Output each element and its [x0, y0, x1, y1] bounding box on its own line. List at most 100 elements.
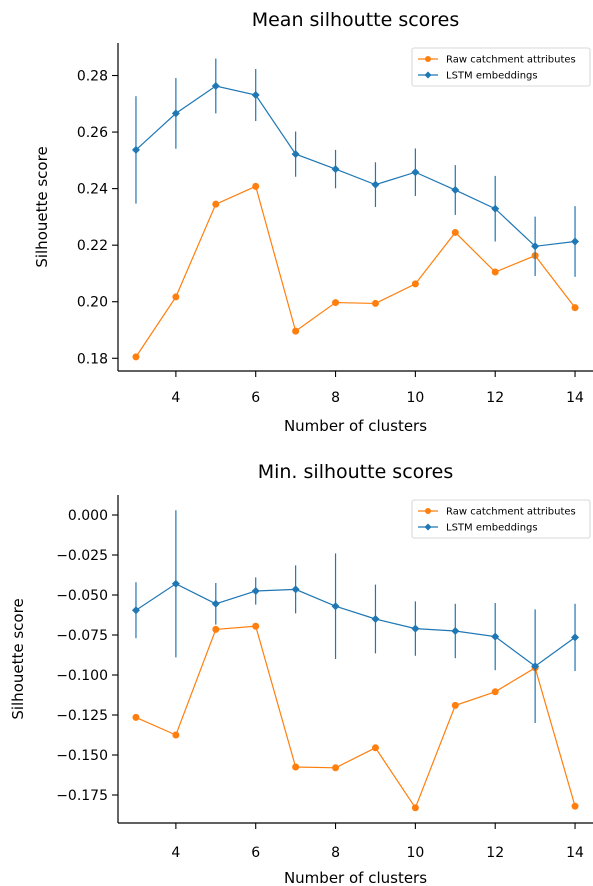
data-point — [451, 701, 459, 709]
data-point — [571, 802, 579, 810]
y-tick-label: −0.025 — [56, 548, 108, 564]
legend-box — [411, 499, 591, 539]
data-point — [172, 731, 180, 739]
x-tick-label: 6 — [251, 845, 260, 861]
y-tick-label: 0.20 — [77, 295, 108, 311]
data-point — [331, 165, 340, 174]
data-point — [491, 268, 499, 276]
data-point — [411, 624, 420, 633]
data-point — [491, 688, 499, 696]
series-lstm-embeddings — [131, 510, 580, 723]
x-tick-label: 4 — [171, 390, 180, 406]
y-tick-label: −0.125 — [56, 708, 108, 724]
data-point — [531, 662, 540, 671]
data-point — [211, 81, 220, 90]
series-raw-catchment-attributes — [132, 622, 579, 812]
legend: Raw catchment attributes LSTM embeddings — [411, 47, 591, 87]
series-line — [135, 185, 576, 358]
data-point — [411, 804, 419, 812]
y-tick-label: 0.26 — [77, 125, 108, 141]
legend-label: LSTM embeddings — [446, 71, 538, 82]
legend-marker — [424, 523, 432, 531]
data-point — [331, 602, 340, 611]
data-point — [211, 599, 220, 608]
legend-marker — [425, 508, 431, 514]
data-point — [571, 633, 580, 642]
data-point — [131, 145, 140, 154]
data-point — [292, 763, 300, 771]
data-point — [291, 585, 300, 594]
data-point — [171, 109, 180, 118]
y-axis-label: Silhouette score — [33, 146, 51, 267]
data-point — [332, 764, 340, 772]
x-tick-label: 12 — [486, 845, 504, 861]
data-point — [491, 632, 500, 641]
legend-label: LSTM embeddings — [446, 523, 538, 534]
data-point — [531, 242, 540, 251]
y-tick-label: −0.050 — [56, 588, 108, 604]
y-tick-label: −0.075 — [56, 628, 108, 644]
data-point — [251, 587, 260, 595]
legend-label: Raw catchment attributes — [446, 55, 576, 66]
y-tick-label: 0.22 — [77, 238, 108, 254]
data-point — [291, 150, 300, 159]
legend-box — [411, 47, 591, 87]
data-point — [371, 615, 380, 623]
series-lstm-embeddings — [131, 58, 580, 277]
data-point — [251, 91, 260, 100]
x-tick-label: 12 — [486, 390, 504, 406]
series-line — [135, 625, 576, 810]
data-point — [371, 299, 379, 307]
data-point — [171, 579, 180, 588]
series-line — [135, 583, 576, 667]
data-point — [172, 293, 180, 301]
x-tick-label: 10 — [406, 845, 424, 861]
x-tick-label: 8 — [331, 390, 340, 406]
chart-title: Min. silhoutte scores — [258, 461, 454, 483]
data-point — [451, 228, 459, 236]
y-tick-label: 0.18 — [77, 351, 108, 367]
x-tick-label: 4 — [171, 845, 180, 861]
y-tick-label: 0.000 — [68, 508, 108, 524]
x-axis-label: Number of clusters — [284, 417, 427, 435]
data-point — [132, 713, 140, 721]
data-point — [252, 182, 260, 190]
data-point — [212, 625, 220, 633]
data-point — [371, 180, 380, 189]
x-tick-label: 6 — [251, 390, 260, 406]
data-point — [371, 744, 379, 752]
y-tick-label: −0.175 — [56, 788, 108, 804]
x-axis-label: Number of clusters — [284, 869, 427, 886]
legend-label: Raw catchment attributes — [446, 507, 576, 518]
data-point — [252, 622, 260, 630]
y-tick-label: −0.100 — [56, 668, 108, 684]
data-point — [212, 200, 220, 208]
legend-marker — [424, 71, 432, 79]
series-raw-catchment-attributes — [132, 182, 579, 361]
data-point — [132, 353, 140, 361]
data-point — [411, 168, 420, 177]
data-point — [491, 204, 500, 213]
data-point — [451, 627, 460, 635]
y-tick-label: 0.24 — [77, 182, 108, 198]
y-axis-label: Silhouette score — [9, 598, 27, 719]
legend-marker — [425, 56, 431, 62]
data-point — [131, 606, 140, 615]
x-tick-label: 14 — [566, 390, 584, 406]
chart-panel-1: Mean silhoutte scores 4 6 8 10 12 14 0.18 0.20 0.… — [33, 9, 593, 435]
x-tick-label: 10 — [406, 390, 424, 406]
data-point — [332, 299, 340, 307]
x-tick-label: 14 — [566, 845, 584, 861]
series-line — [135, 85, 576, 247]
x-tick-label: 8 — [331, 845, 340, 861]
data-point — [571, 304, 579, 312]
data-point — [411, 280, 419, 288]
chart-panel-2: Min. silhoutte scores 4 6 8 10 12 14 0.000 −0.02… — [9, 461, 593, 886]
data-point — [571, 237, 580, 246]
data-point — [451, 186, 460, 195]
data-point — [292, 327, 300, 335]
legend: Raw catchment attributes LSTM embeddings — [411, 499, 591, 539]
y-tick-label: −0.150 — [56, 748, 108, 764]
y-tick-label: 0.28 — [77, 69, 108, 85]
